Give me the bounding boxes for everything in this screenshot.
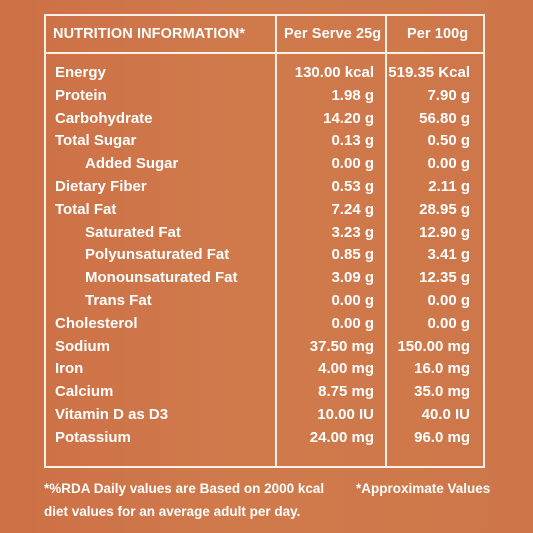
nutrient-name: Iron <box>55 360 84 378</box>
per-serve-value: 0.00 g <box>331 155 374 173</box>
per-100g-value: 12.90 g <box>419 223 470 241</box>
rda-note-line-1: *%RDA Daily values are Based on 2000 kca… <box>44 481 325 496</box>
table-row: Polyunsaturated Fat 0.85 g 3.41 g <box>0 244 533 266</box>
table-row: Dietary Fiber 0.53 g 2.11 g <box>0 176 533 198</box>
per-serve-value: 8.75 mg <box>318 383 374 401</box>
nutrient-name: Sodium <box>55 337 110 355</box>
per-100g-value: 0.00 g <box>427 292 470 309</box>
column-divider-2 <box>385 14 387 468</box>
nutrient-name: Vitamin D as D3 <box>55 406 169 423</box>
per-serve-value: 7.24 g <box>331 200 374 218</box>
nutrient-name: Potassium <box>55 428 131 446</box>
table-row: Carbohydrate 14.20 g 56.80 g <box>0 108 533 130</box>
table-row: Monounsaturated Fat 3.09 g 12.35 g <box>0 267 533 289</box>
table-title: NUTRITION INFORMATION* <box>53 26 246 42</box>
table-row: Added Sugar 0.00 g 0.00 g <box>0 153 533 175</box>
per-100g-value: 12.35 g <box>419 269 470 287</box>
per-serve-value: 37.50 mg <box>309 337 374 355</box>
per-serve-value: 1.98 g <box>331 86 374 104</box>
per-100g-value: 3.41 g <box>427 246 470 264</box>
per-serve-value: 3.09 g <box>331 269 374 287</box>
per-100g-value: 2.11 g <box>428 178 470 195</box>
nutrient-name: Total Fat <box>55 200 117 218</box>
per-100g-value: 519.35 Kcal <box>388 64 470 81</box>
table-row: Energy 130.00 kcal 519.35 Kcal <box>0 62 533 84</box>
column-divider-1 <box>275 14 277 468</box>
table-row: Protein 1.98 g 7.90 g <box>0 85 533 107</box>
per-serve-value: 130.00 kcal <box>294 64 374 81</box>
nutrient-name: Energy <box>55 64 106 81</box>
table-row: Trans Fat 0.00 g 0.00 g <box>0 290 533 312</box>
column-header-per-100g: Per 100g <box>407 26 469 42</box>
per-serve-value: 24.00 mg <box>309 428 374 446</box>
table-row: Saturated Fat 3.23 g 12.90 g <box>0 222 533 244</box>
per-serve-value: 10.00 IU <box>317 406 374 423</box>
table-row: Vitamin D as D3 10.00 IU 40.0 IU <box>0 404 533 426</box>
nutrient-name: Calcium <box>55 383 114 401</box>
per-serve-value: 0.85 g <box>331 246 374 264</box>
table-row: Iron 4.00 mg 16.0 mg <box>0 358 533 380</box>
per-100g-value: 150.00 mg <box>397 337 470 355</box>
per-serve-value: 0.00 g <box>331 292 374 309</box>
table-frame <box>44 14 485 468</box>
per-100g-value: 28.95 g <box>419 200 470 218</box>
per-100g-value: 7.90 g <box>427 86 470 104</box>
nutrient-name: Total Sugar <box>55 132 137 150</box>
per-serve-value: 4.00 mg <box>318 360 374 378</box>
rda-note-line-2: diet values for an average adult per day… <box>44 504 301 519</box>
nutrient-name: Saturated Fat <box>85 223 181 241</box>
nutrient-name: Cholesterol <box>55 314 138 332</box>
per-serve-value: 14.20 g <box>323 109 374 127</box>
nutrient-name: Added Sugar <box>85 155 179 173</box>
per-serve-value: 0.53 g <box>331 178 374 195</box>
per-100g-value: 35.0 mg <box>414 383 470 401</box>
per-100g-value: 40.0 IU <box>421 406 470 423</box>
nutrient-name: Polyunsaturated Fat <box>85 246 230 264</box>
nutrient-name: Monounsaturated Fat <box>85 269 238 287</box>
nutrient-name: Dietary Fiber <box>55 178 147 195</box>
per-serve-value: 0.13 g <box>331 132 374 150</box>
per-serve-value: 3.23 g <box>331 223 374 241</box>
per-serve-value: 0.00 g <box>331 314 374 332</box>
per-100g-value: 0.00 g <box>427 314 470 332</box>
per-100g-value: 56.80 g <box>419 109 470 127</box>
nutrient-name: Carbohydrate <box>55 109 153 127</box>
table-row: Cholesterol 0.00 g 0.00 g <box>0 313 533 335</box>
table-row: Sodium 37.50 mg 150.00 mg <box>0 336 533 358</box>
nutrient-name: Trans Fat <box>85 292 152 309</box>
nutrient-name: Protein <box>55 86 107 104</box>
table-row: Total Sugar 0.13 g 0.50 g <box>0 130 533 152</box>
per-100g-value: 0.00 g <box>427 155 470 173</box>
per-100g-value: 16.0 mg <box>414 360 470 378</box>
column-header-per-serve: Per Serve 25g <box>284 26 382 42</box>
table-row: Total Fat 7.24 g 28.95 g <box>0 199 533 221</box>
table-row: Potassium 24.00 mg 96.0 mg <box>0 427 533 449</box>
table-row: Calcium 8.75 mg 35.0 mg <box>0 381 533 403</box>
header-divider <box>44 52 485 54</box>
per-100g-value: 96.0 mg <box>414 428 470 446</box>
per-100g-value: 0.50 g <box>427 132 470 150</box>
approximate-values-note: *Approximate Values <box>356 481 491 496</box>
